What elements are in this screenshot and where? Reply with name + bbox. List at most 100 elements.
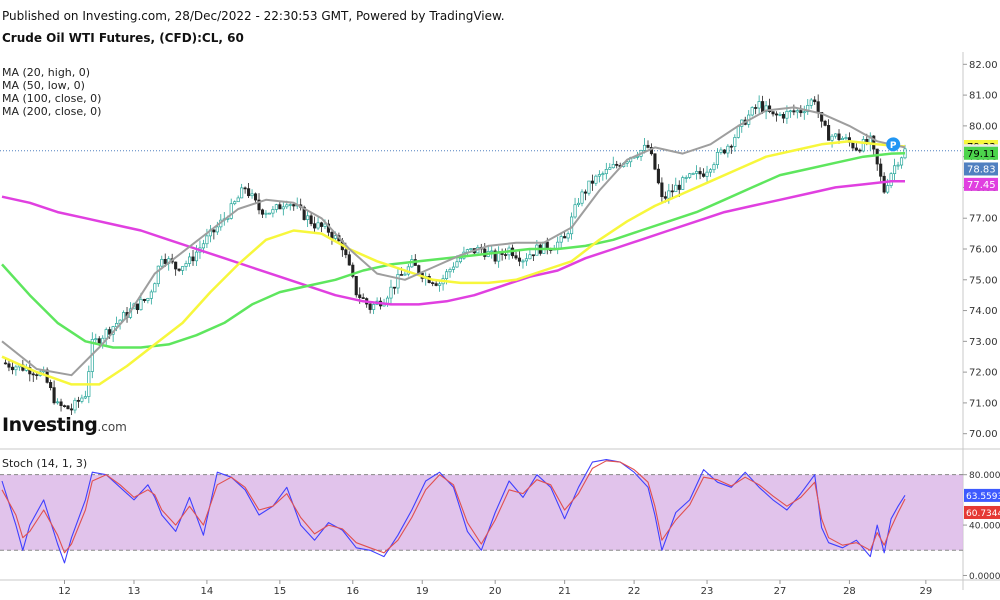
candle-body [153, 283, 157, 293]
candle-body [73, 399, 77, 411]
stoch-value-tag: 63.5593 [964, 488, 1000, 502]
candle-body [590, 180, 594, 184]
candle-body [313, 223, 317, 229]
candle-body [580, 191, 584, 204]
ma200-line[interactable] [1, 180, 905, 306]
price-tag-box [964, 146, 998, 160]
candle-body [559, 236, 563, 243]
candle-body [615, 163, 619, 166]
candle-body [517, 257, 522, 262]
legend-ma200[interactable]: MA (200, close, 0) [2, 105, 102, 118]
candle-body [604, 169, 608, 175]
candle-body [285, 204, 289, 208]
candle-body [14, 366, 18, 371]
candle-body [785, 110, 789, 119]
candle-body [594, 175, 598, 184]
time-tick-label: 27 [774, 586, 787, 597]
candle-body [757, 101, 761, 109]
investing-logo: Investing.com [2, 414, 127, 436]
candle-body [191, 256, 195, 262]
price-tag-label: 78.83 [967, 164, 996, 175]
candle-body [493, 250, 497, 262]
candle-body [215, 226, 219, 233]
stoch-band [0, 474, 963, 551]
candle-body [823, 120, 827, 126]
candle-body [781, 114, 785, 119]
price-tag-box [964, 162, 998, 176]
candle-body [66, 405, 70, 410]
logo-suffix: .com [97, 420, 127, 434]
candle-body [715, 151, 720, 165]
candle-body [820, 111, 824, 122]
time-tick-label: 20 [489, 586, 502, 597]
legend-ma50[interactable]: MA (50, low, 0) [2, 79, 85, 92]
candle-body [840, 137, 845, 141]
candle-body [830, 135, 834, 141]
time-tick-label: 13 [128, 586, 141, 597]
ma100-line[interactable] [1, 152, 906, 349]
candle-body [750, 107, 754, 116]
candle-body [438, 283, 442, 286]
candle-body [187, 256, 192, 264]
ma20-line[interactable] [1, 106, 906, 377]
candle-body [344, 249, 348, 256]
symbol-title: Crude Oil WTI Futures, (CFD):CL, 60 [2, 31, 244, 45]
ma50-line[interactable] [1, 140, 906, 386]
legend-ma100[interactable]: MA (100, close, 0) [2, 92, 102, 105]
time-tick-label: 12 [58, 586, 71, 597]
candle-body [858, 149, 862, 152]
price-tick-label: 73.00 [969, 337, 998, 348]
time-tick-label: 16 [346, 586, 359, 597]
candle-body [642, 144, 647, 151]
candle-body [10, 366, 14, 371]
candle-body [802, 111, 806, 114]
candle-body [608, 167, 612, 170]
candle-body [681, 177, 685, 190]
candle-body [649, 147, 654, 155]
candle-body [833, 133, 838, 137]
candle-body [722, 149, 726, 154]
candle-body [854, 147, 858, 151]
candle-body [278, 204, 282, 210]
stoch-tick-label: 80.0000 [969, 471, 1000, 481]
candle-body [281, 206, 285, 210]
candle-body [670, 190, 674, 193]
candle-body [271, 209, 275, 214]
candle-body [243, 187, 247, 190]
p-marker[interactable]: P [886, 137, 901, 152]
candle-body [94, 338, 98, 341]
stoch-d-line[interactable] [1, 460, 906, 554]
candle-body [445, 271, 449, 280]
time-tick-label: 22 [628, 586, 641, 597]
candle-body [292, 204, 296, 207]
candle-body [309, 215, 313, 225]
candle-body [882, 175, 886, 193]
candle-body [247, 188, 251, 197]
candle-body [319, 222, 324, 227]
price-tag: 79.11 [964, 146, 998, 160]
candle-body [83, 396, 87, 399]
candle-body [754, 107, 758, 109]
candle-body [837, 133, 841, 141]
price-tick-label: 82.00 [969, 60, 998, 71]
candle-body [396, 274, 400, 289]
candle-body [392, 286, 397, 289]
candle-body [333, 235, 337, 239]
price-tick-label: 72.00 [969, 368, 998, 379]
candle-body [181, 266, 185, 271]
candle-body [708, 169, 713, 173]
candle-body [302, 206, 306, 220]
price-tag-label: 77.45 [967, 180, 996, 191]
legend-ma20[interactable]: MA (20, high, 0) [2, 66, 91, 79]
candle-body [403, 273, 407, 276]
candle-body [736, 126, 740, 138]
stoch-value-label: 60.7344 [966, 509, 1000, 519]
candle-body [417, 265, 421, 274]
time-tick-label: 29 [919, 586, 932, 597]
candle-body [799, 110, 803, 114]
candle-body [229, 203, 233, 219]
candle-body [611, 163, 615, 169]
stoch-k-line[interactable] [1, 459, 906, 564]
candle-body [323, 223, 327, 227]
